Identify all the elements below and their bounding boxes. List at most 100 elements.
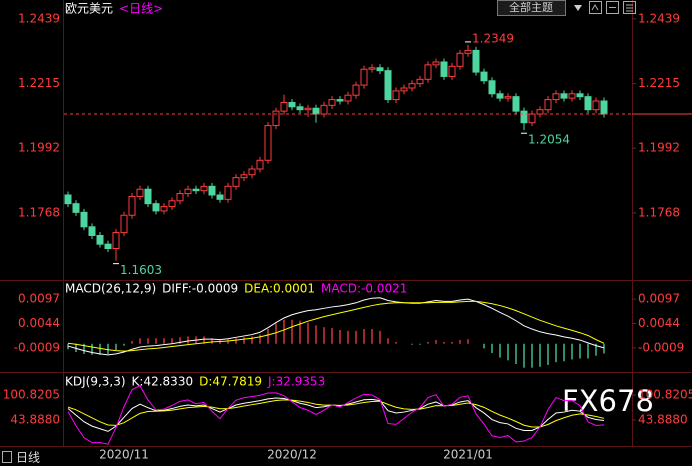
- candle-body: [320, 104, 328, 115]
- y-tick-label: 1.2439: [638, 11, 680, 25]
- candle-body: [96, 234, 104, 245]
- candle-body: [168, 200, 176, 208]
- legend-label: MACD(26,12,9): [65, 282, 156, 296]
- candle-body: [176, 193, 184, 202]
- candle-body: [520, 110, 528, 124]
- candle-body: [72, 203, 80, 213]
- candle-body: [104, 243, 112, 250]
- candle-body: [192, 188, 200, 192]
- legend-label: MACD:-0.0021: [321, 282, 407, 296]
- candle-body: [144, 188, 152, 205]
- y-tick-label: 43.8880: [638, 413, 688, 427]
- candle-body: [88, 226, 96, 236]
- candle-body: [224, 185, 232, 200]
- y-tick-label: 100.8205: [638, 388, 692, 402]
- period-tab[interactable]: 日线: [2, 451, 41, 465]
- candle-body: [496, 93, 504, 99]
- legend-label: KDJ(9,3,3): [65, 375, 126, 389]
- tool-icon-glyph: [626, 4, 633, 12]
- period-tab-label[interactable]: 日线: [16, 451, 40, 465]
- candle-body: [200, 185, 208, 192]
- candle-body: [440, 61, 448, 77]
- candle-body: [416, 78, 424, 85]
- candle-body: [456, 52, 464, 67]
- candle-body: [384, 70, 392, 101]
- candle-body: [592, 100, 600, 111]
- candle-body: [272, 110, 280, 127]
- candle-body: [552, 93, 560, 101]
- candle-body: [544, 99, 552, 111]
- legend-label: DEA:0.0001: [244, 282, 315, 296]
- candle-body: [400, 87, 408, 92]
- y-tick-label: 1.1992: [638, 141, 680, 155]
- theme-button-label[interactable]: 全部主题: [509, 0, 553, 14]
- candle-body: [128, 195, 136, 216]
- candle-body: [536, 109, 544, 115]
- series-line: [67, 385, 605, 445]
- candle-body: [336, 99, 344, 102]
- candle-body: [184, 188, 192, 195]
- y-tick-label: 1.2215: [18, 76, 60, 90]
- candle-body: [576, 93, 584, 98]
- series-line: [67, 397, 605, 432]
- y-tick-label: 0.0097: [638, 292, 680, 306]
- candle-body: [560, 93, 568, 99]
- candle-body: [376, 67, 384, 72]
- candle-body: [464, 49, 472, 54]
- x-tick-label: 2020/11: [99, 448, 149, 462]
- candle-body: [432, 61, 440, 66]
- candle-body: [344, 94, 352, 102]
- candle-body: [280, 101, 288, 112]
- candle-body: [64, 194, 72, 205]
- series-line: [67, 399, 605, 428]
- legend-label: 欧元美元: [65, 2, 113, 16]
- dropdown-arrow[interactable]: [574, 5, 582, 11]
- candle-body: [472, 49, 480, 73]
- candle-body: [488, 80, 496, 95]
- legend-label: <日线>: [119, 2, 163, 16]
- y-tick-label: 1.1768: [18, 205, 60, 219]
- tool-icon[interactable]: [623, 1, 636, 14]
- candle-body: [264, 125, 272, 161]
- theme-button[interactable]: [497, 0, 566, 16]
- y-tick-label: 100.8205: [3, 388, 60, 402]
- annotation: 1.2349: [472, 31, 514, 45]
- x-tick-label: 2021/01: [443, 448, 493, 462]
- candle-body: [600, 100, 608, 115]
- candle-body: [80, 211, 88, 228]
- series-line: [67, 297, 605, 356]
- candle-body: [568, 93, 576, 99]
- candle-body: [120, 214, 128, 234]
- candle-body: [360, 68, 368, 86]
- candle-body: [240, 174, 248, 179]
- tool-icon[interactable]: [606, 1, 619, 14]
- candle-body: [208, 185, 216, 196]
- annotation: 1.1603: [120, 263, 162, 277]
- x-tick-label: 2020/12: [267, 448, 317, 462]
- candle-body: [584, 96, 592, 111]
- y-tick-label: 1.2215: [638, 76, 680, 90]
- candle-body: [248, 168, 256, 176]
- tool-icon[interactable]: [589, 1, 602, 14]
- candle-body: [480, 71, 488, 82]
- toolbar: 全部主题: [497, 0, 636, 16]
- y-tick-label: 0.0097: [18, 292, 60, 306]
- candle-body: [504, 96, 512, 99]
- y-tick-label: 1.1768: [638, 205, 680, 219]
- legend-label: D:47.7819: [199, 375, 262, 389]
- candle-body: [352, 84, 360, 96]
- y-tick-label: 0.0044: [18, 316, 60, 330]
- y-tick-label: 43.8880: [10, 413, 60, 427]
- candle-body: [424, 64, 432, 80]
- legend-label: DIFF:-0.0009: [162, 282, 238, 296]
- candle-body: [288, 101, 296, 108]
- series-line: [67, 300, 605, 352]
- candle-body: [408, 83, 416, 89]
- candle-body: [528, 113, 536, 124]
- legend-label: J:32.9353: [267, 375, 325, 389]
- watermark: FX678: [562, 384, 654, 418]
- candle-body: [256, 159, 264, 170]
- candle-body: [368, 67, 376, 70]
- y-tick-label: 1.2439: [18, 11, 60, 25]
